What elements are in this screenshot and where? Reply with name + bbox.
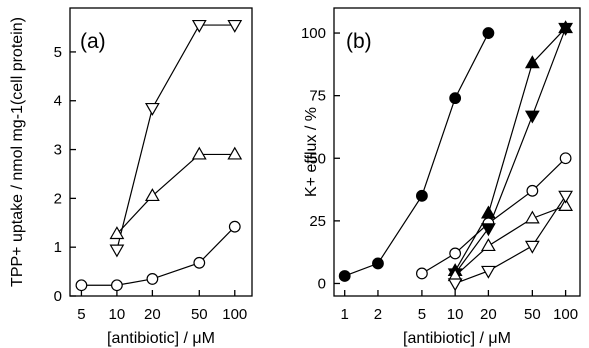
series-line-triangle-up-open [454, 205, 566, 277]
data-point-triangle-up-open [109, 226, 125, 240]
data-point-circle-open [228, 220, 241, 233]
data-point-triangle-up-open [144, 188, 160, 202]
x-tick-label: 10 [447, 306, 464, 323]
series-line-triangle-down-open [454, 195, 567, 285]
data-point-triangle-down-open [144, 102, 160, 116]
y-tick-label: 75 [309, 88, 326, 105]
data-point-triangle-down-open [109, 244, 125, 258]
x-tick-label: 20 [480, 306, 497, 323]
data-point-circle-filled [416, 189, 428, 202]
x-tick-label: 2 [374, 306, 382, 323]
data-point-circle-open [193, 256, 206, 269]
data-point-circle-filled [482, 27, 495, 39]
data-point-triangle-down-filled [558, 22, 573, 36]
plot-frame [69, 7, 253, 297]
y-tick-label: 25 [309, 213, 326, 230]
data-point-triangle-down-open [558, 190, 573, 204]
y-tick-label: 2 [54, 190, 62, 207]
data-point-circle-filled [372, 257, 384, 270]
data-point-triangle-down-filled [524, 110, 540, 124]
panel-label: (a) [80, 30, 106, 53]
y-axis-title: K+ efflux / % [303, 107, 320, 197]
panel-label: (b) [346, 30, 372, 53]
data-point-triangle-up-filled [524, 55, 540, 69]
x-tick-label: 20 [144, 306, 161, 323]
y-tick-label: 3 [54, 142, 62, 159]
x-tick-label: 100 [222, 306, 247, 323]
x-tick-label: 1 [341, 306, 349, 323]
y-tick-label: 4 [54, 93, 62, 110]
data-point-triangle-down-open [524, 240, 540, 254]
data-point-circle-open [526, 184, 539, 197]
x-axis-title: [antibiotic] / μM [403, 330, 511, 347]
data-point-triangle-down-open [447, 278, 463, 292]
y-tick-label: 5 [54, 44, 62, 61]
y-tick-label: 0 [318, 275, 326, 292]
plot-frame [333, 7, 581, 297]
data-point-circle-open [559, 152, 572, 165]
y-tick-label: 50 [309, 150, 326, 167]
data-point-triangle-down-open [481, 265, 496, 279]
series-line-triangle-up-filled [454, 27, 567, 272]
x-axis-title: [antibiotic] / μM [107, 330, 215, 347]
data-point-circle-open [146, 273, 159, 285]
data-point-triangle-down-open [191, 19, 207, 33]
series-line-triangle-down-open [116, 24, 235, 250]
x-tick-label: 5 [77, 306, 85, 323]
data-point-triangle-down-filled [481, 223, 496, 237]
series-line-triangle-up-open [116, 153, 235, 235]
data-point-triangle-up-open [524, 210, 540, 224]
data-point-triangle-up-open [191, 146, 207, 160]
data-point-triangle-up-open [227, 146, 243, 160]
data-point-circle-open [75, 279, 88, 292]
chart-panel-0: 5 10 20 50 100 0 1 2 3 4 5 [antibiotic] / μM TPP+ up… [9, 7, 253, 347]
y-tick-label: 100 [301, 25, 326, 42]
series-line-triangle-down-filled [454, 27, 567, 274]
x-tick-label: 10 [109, 306, 126, 323]
x-tick-label: 100 [553, 306, 578, 323]
x-tick-label: 5 [418, 306, 426, 323]
data-point-circle-filled [449, 92, 462, 105]
data-point-triangle-up-open [481, 238, 496, 252]
series-line-circle-open [81, 226, 236, 286]
y-tick-label: 0 [54, 288, 62, 305]
data-point-triangle-up-filled [481, 205, 496, 219]
data-point-circle-filled [338, 270, 351, 282]
data-point-circle-open [449, 247, 462, 260]
series-line-circle-filled [344, 32, 489, 277]
y-axis-title: TPP+ uptake / nmol mg-1(cell protein) [9, 17, 26, 287]
data-point-triangle-down-open [227, 19, 243, 33]
data-point-circle-open [416, 267, 428, 280]
y-tick-label: 1 [54, 239, 62, 256]
x-tick-label: 50 [524, 306, 541, 323]
data-point-triangle-up-open [558, 198, 573, 211]
x-tick-label: 50 [191, 306, 208, 323]
data-point-circle-open [111, 279, 123, 292]
